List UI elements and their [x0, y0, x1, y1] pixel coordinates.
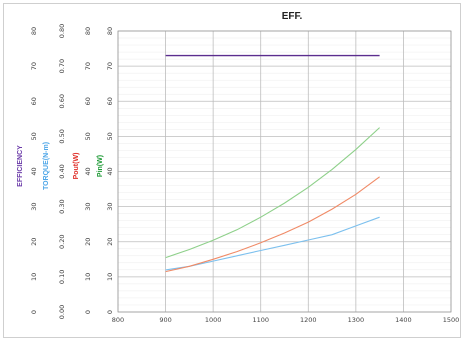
x-tick-label: 1200	[300, 316, 317, 324]
eff-tick-label: 0	[30, 310, 38, 314]
primary-y-tick-label: 10	[106, 273, 114, 281]
eff-tick-label: 40	[30, 167, 38, 175]
x-tick-label: 1300	[348, 316, 365, 324]
pout-tick-label: 70	[84, 62, 92, 70]
pout-tick-label: 20	[84, 238, 92, 246]
x-tick-label: 900	[159, 316, 171, 324]
torque-tick-label: 0.70	[58, 59, 66, 73]
pout-axis-label: Pout(W)	[73, 153, 80, 180]
pout-tick-label: 10	[84, 273, 92, 281]
series-lines	[165, 54, 380, 273]
torque-tick-label: 0.00	[58, 305, 66, 319]
primary-y-tick-label: 40	[106, 167, 114, 175]
pout-series-line	[165, 176, 380, 273]
pout-tick-label: 60	[84, 97, 92, 105]
x-tick-label: 1000	[205, 316, 222, 324]
torque-tick-label: 0.20	[58, 235, 66, 249]
x-tick-label: 1500	[443, 316, 460, 324]
eff-tick-label: 50	[30, 132, 38, 140]
torque-tick-label: 0.40	[58, 164, 66, 178]
primary-y-tick-label: 70	[106, 62, 114, 70]
pin-series-line	[165, 127, 380, 259]
torque-tick-label: 0.60	[58, 94, 66, 108]
primary-y-tick-label: 80	[106, 27, 114, 35]
pout-tick-label: 40	[84, 167, 92, 175]
eff-tick-label: 10	[30, 273, 38, 281]
torque-tick-label: 0.10	[58, 270, 66, 284]
pout-tick-label: 0	[84, 310, 92, 314]
eff-tick-label: 20	[30, 238, 38, 246]
pout-tick-label: 30	[84, 202, 92, 210]
torque-tick-label: 0.30	[58, 199, 66, 213]
eff-tick-label: 60	[30, 97, 38, 105]
pin-axis-label: Pin(W)	[97, 155, 104, 177]
torque-tick-label: 0.50	[58, 129, 66, 143]
plot-border	[117, 30, 452, 313]
pout-tick-label: 50	[84, 132, 92, 140]
chart-frame	[3, 3, 461, 338]
eff-tick-label: 80	[30, 27, 38, 35]
eff-axis-label: EFFICIENCY	[17, 145, 24, 187]
x-tick-label: 1400	[395, 316, 412, 324]
torque-tick-label: 0.80	[58, 24, 66, 38]
eff-tick-label: 30	[30, 202, 38, 210]
primary-y-tick-label: 20	[106, 238, 114, 246]
torque-axis-label: TORQUE(N-m)	[43, 142, 50, 190]
chart-title: EFF.	[282, 11, 303, 22]
eff-tick-label: 70	[30, 62, 38, 70]
x-tick-label: 1100	[252, 316, 269, 324]
primary-y-tick-label: 60	[106, 97, 114, 105]
torque-series-line	[165, 216, 380, 271]
grid	[117, 30, 452, 313]
primary-y-tick-label: 30	[106, 202, 114, 210]
x-tick-label: 800	[112, 316, 124, 324]
primary-y-tick-label: 50	[106, 132, 114, 140]
pout-tick-label: 80	[84, 27, 92, 35]
axes: 800 900 1000 1100 1200 1300 1400 15000102030405…	[17, 24, 459, 324]
primary-y-tick-label: 0	[106, 310, 114, 314]
